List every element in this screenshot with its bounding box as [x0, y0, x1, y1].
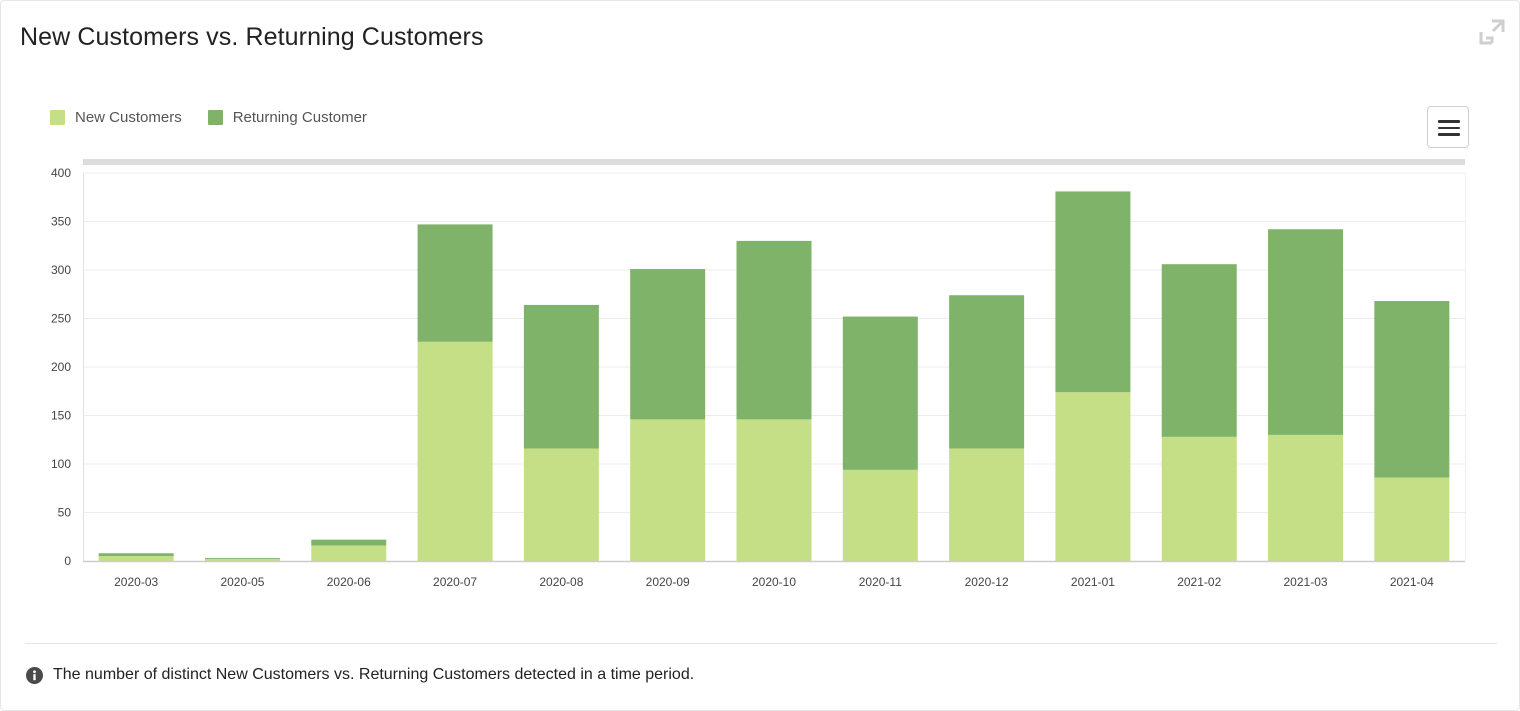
bar-segment[interactable] — [1374, 477, 1450, 561]
bar-segment[interactable] — [736, 419, 812, 561]
legend-label: New Customers — [75, 109, 182, 126]
expand-button[interactable] — [1479, 19, 1505, 45]
bar-segment[interactable] — [1055, 191, 1131, 393]
bar-segment[interactable] — [1055, 392, 1131, 561]
bar-segment[interactable] — [1161, 264, 1237, 437]
bar-segment[interactable] — [523, 304, 599, 449]
bar-segment[interactable] — [523, 448, 599, 561]
bar-segment[interactable] — [417, 341, 493, 561]
y-tick-label: 300 — [51, 263, 71, 277]
bar-segment[interactable] — [736, 240, 812, 420]
y-tick-label: 350 — [51, 215, 71, 229]
x-tick-label: 2020-12 — [965, 575, 1009, 589]
bar-segment[interactable] — [630, 269, 706, 420]
bar-segment[interactable] — [1268, 434, 1344, 561]
legend-item-returning-customer[interactable]: Returning Customer — [207, 109, 367, 126]
bar-segment[interactable] — [1374, 301, 1450, 478]
legend-item-new-customers[interactable]: New Customers — [50, 109, 182, 126]
bar-segment[interactable] — [311, 545, 387, 561]
bar-segment[interactable] — [1268, 229, 1344, 435]
bar-segment[interactable] — [204, 558, 280, 560]
x-tick-label: 2021-02 — [1177, 575, 1221, 589]
x-tick-label: 2020-10 — [752, 575, 796, 589]
bar-segment[interactable] — [417, 224, 493, 342]
bar-segment[interactable] — [842, 316, 918, 470]
footer-divider — [25, 643, 1497, 644]
y-tick-label: 100 — [51, 457, 71, 471]
x-tick-label: 2021-04 — [1390, 575, 1434, 589]
x-tick-label: 2020-11 — [859, 575, 902, 589]
chart-menu-button[interactable] — [1427, 106, 1469, 148]
x-tick-label: 2020-03 — [114, 575, 158, 589]
x-tick-label: 2020-06 — [327, 575, 371, 589]
y-tick-label: 200 — [51, 360, 71, 374]
bar-segment[interactable] — [630, 419, 706, 561]
info-circle-icon — [26, 666, 43, 684]
bar-segment[interactable] — [949, 448, 1025, 561]
x-tick-label: 2020-07 — [433, 575, 477, 589]
y-tick-label: 400 — [51, 166, 71, 180]
chart-top-band — [83, 159, 1465, 165]
bar-segment[interactable] — [1161, 436, 1237, 561]
chart-legend: New Customers Returning Customer — [50, 109, 393, 126]
stacked-bar-chart: 0 50 100 150 200 250 300 350 400 2020-03 2020-05 20… — [51, 159, 1466, 589]
x-tick-label: 2020-05 — [220, 575, 264, 589]
chart-description: The number of distinct New Customers vs.… — [53, 666, 695, 683]
page-title: New Customers vs. Returning Customers — [20, 23, 484, 51]
y-tick-label: 250 — [51, 312, 71, 326]
y-tick-label: 150 — [51, 409, 71, 423]
x-tick-label: 2020-09 — [646, 575, 690, 589]
hamburger-menu-icon — [1438, 120, 1460, 123]
y-tick-label: 50 — [58, 506, 72, 520]
x-tick-label: 2020-08 — [539, 575, 583, 589]
expand-icon — [1479, 19, 1505, 45]
x-tick-label: 2021-03 — [1284, 575, 1328, 589]
legend-label: Returning Customer — [232, 109, 367, 126]
bar-segment[interactable] — [98, 556, 174, 561]
bar-segment[interactable] — [949, 295, 1025, 449]
legend-swatch-new-customers — [50, 110, 65, 125]
x-tick-label: 2021-01 — [1071, 575, 1115, 589]
bar-segment[interactable] — [98, 553, 174, 557]
bar-segment[interactable] — [204, 559, 280, 561]
bar-segment[interactable] — [842, 469, 918, 561]
chart-footer: The number of distinct New Customers vs.… — [26, 666, 694, 684]
y-tick-label: 0 — [64, 554, 71, 568]
bar-segment[interactable] — [311, 539, 387, 546]
legend-swatch-returning-customer — [207, 110, 223, 125]
